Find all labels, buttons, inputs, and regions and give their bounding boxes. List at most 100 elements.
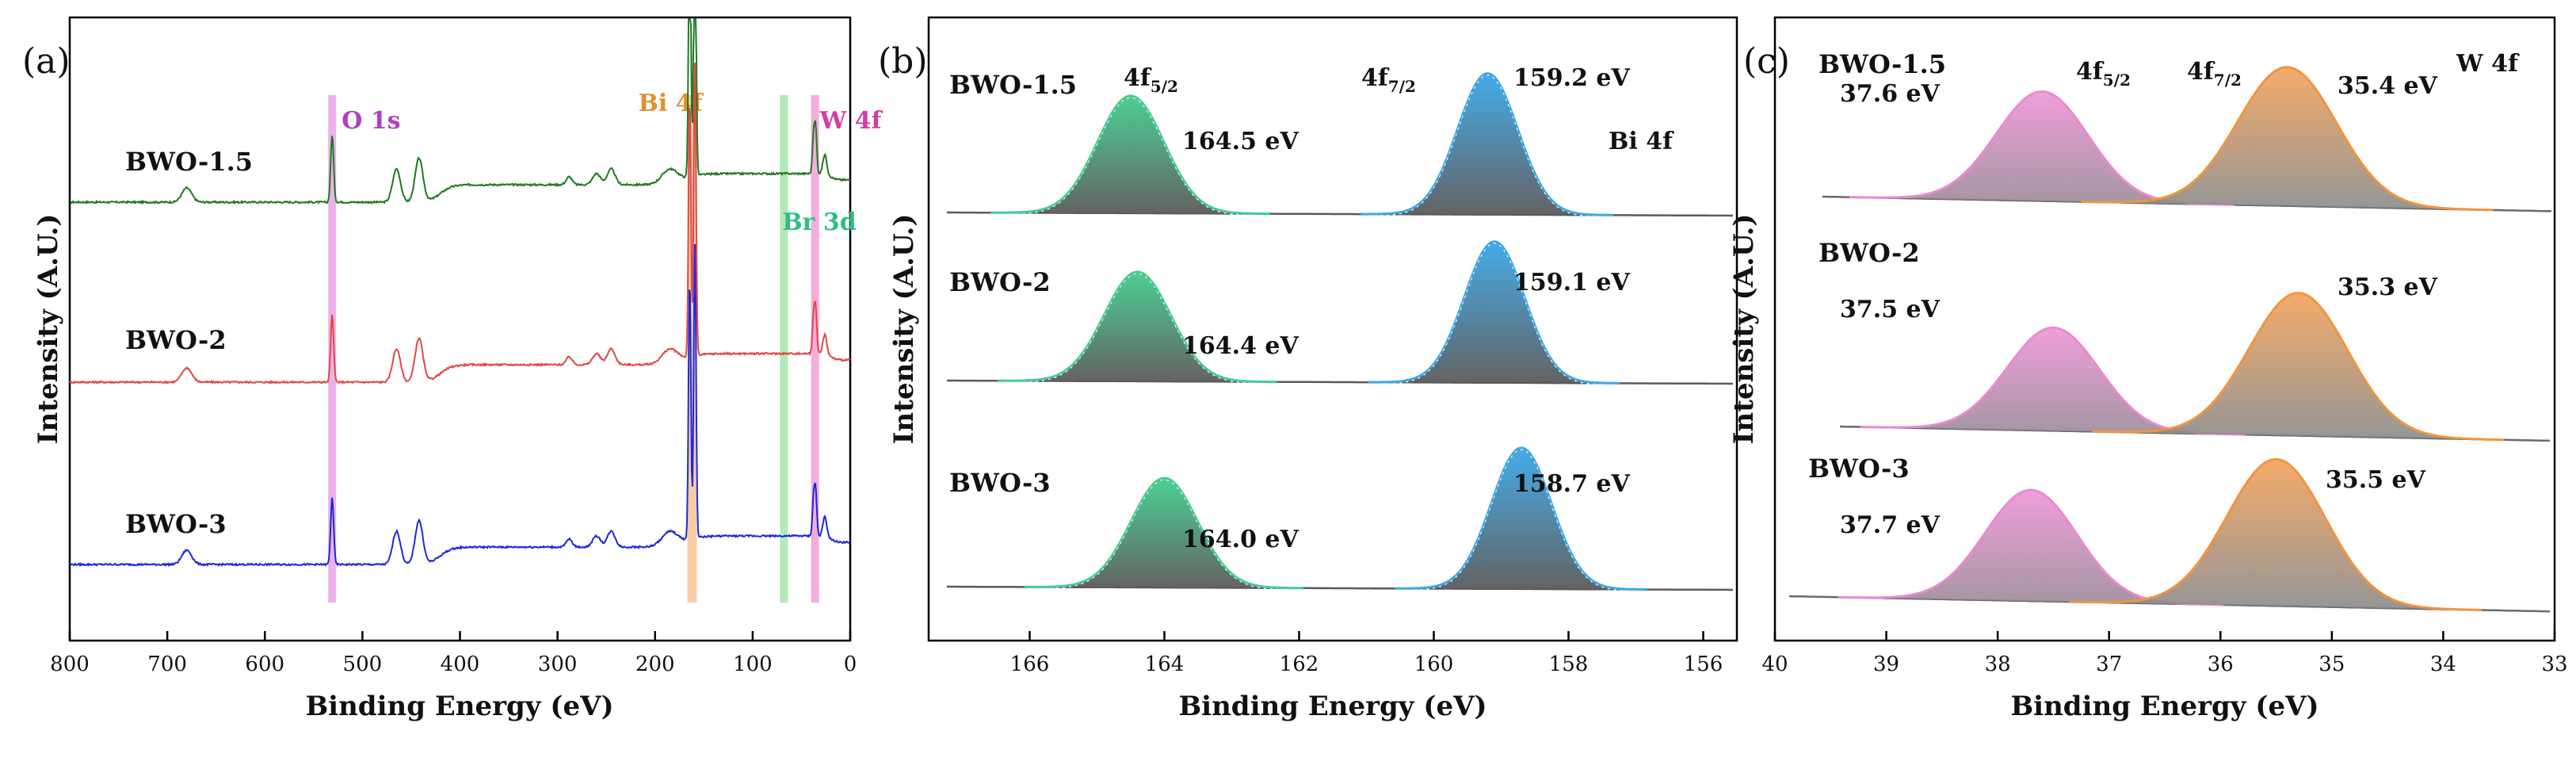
peak-curve [2081, 66, 2494, 212]
x-tick-label: 35 [2318, 652, 2345, 676]
band-label-br3d: Br 3d [782, 209, 856, 236]
panel-a-ylabel: Intensity (A.U.) [32, 214, 64, 445]
peak-curve [998, 270, 1277, 384]
panel-a-band-labels: O 1s Bi 4f Br 3d W 4f [342, 90, 883, 236]
raw-data-curve [998, 273, 1277, 385]
x-tick-label: 34 [2430, 652, 2456, 676]
panel-c-x-ticks: 40 39 38 37 36 35 34 33 [1761, 631, 2568, 676]
panel-a-survey-spectrum: (a) O 1s Bi 4f Br 3d W 4f BWO-1.5 BWO-2 … [22, 16, 883, 722]
panel-b-xlabel: Binding Energy (eV) [1178, 691, 1486, 722]
spectrum-bwo-3 [69, 243, 851, 568]
peak-annotation: 158.7 eV [1513, 470, 1630, 498]
peak-curve [2070, 457, 2483, 611]
band-br-3d [780, 95, 788, 603]
panel-b-peaks [947, 72, 1733, 592]
x-tick-label: 200 [635, 652, 675, 676]
panel-c-frame [1773, 16, 2556, 642]
panel-b-ylabel: Intensity (A.U.) [888, 214, 920, 445]
panel-b-orbital-labels: 4f5/2 4f7/2 Bi 4f [1124, 64, 1674, 155]
spectrum-bwo-1-5 [70, 18, 851, 205]
panel-b-bi4f-spectrum: (b) BWO-1.5 BWO-2 BWO-3 4f5/2 4f7/2 Bi 4… [878, 16, 1738, 722]
panel-b-peak-annotations: 164.5 eV 159.2 eV 164.4 eV 159.1 eV 164.… [1182, 64, 1630, 553]
peak-curve [990, 94, 1270, 216]
peak-fill [1849, 91, 2234, 205]
peak-fill [1860, 327, 2246, 435]
band-w-4f [811, 95, 819, 603]
x-tick-label: 100 [733, 652, 773, 676]
x-tick-label: 39 [1873, 652, 1899, 676]
series-label-bwo-2: BWO-2 [125, 325, 227, 355]
x-tick-label: 33 [2541, 652, 2567, 676]
x-tick-label: 166 [1010, 652, 1050, 676]
series-label-bwo-1-5: BWO-1.5 [1818, 49, 1946, 79]
peak-annotation: 164.0 eV [1182, 526, 1299, 553]
peak-annotation: 164.4 eV [1182, 332, 1299, 360]
peak-annotation: 35.4 eV [2337, 72, 2438, 100]
x-tick-label: 800 [50, 652, 90, 676]
peak-fill [2092, 293, 2505, 440]
x-tick-label: 300 [538, 652, 578, 676]
element-label-w4f: W 4f [2456, 50, 2520, 78]
x-tick-label: 400 [441, 652, 480, 676]
raw-data-curve [990, 97, 1270, 216]
peak-curve [2092, 292, 2505, 442]
series-label-bwo-2: BWO-2 [949, 267, 1051, 297]
raw-data-curve [1395, 449, 1647, 592]
panel-c-label: (c) [1743, 41, 1790, 82]
peak-fill [1838, 490, 2223, 605]
raw-data-curve [1025, 479, 1304, 591]
peak-fill [2070, 459, 2483, 610]
peak-fill [2081, 67, 2494, 210]
x-tick-label: 0 [844, 652, 857, 676]
peak-annotation: 159.2 eV [1513, 64, 1630, 92]
panel-b-x-ticks: 166 164 162 160 158 156 [1010, 631, 1723, 676]
panel-a-bands [328, 95, 819, 603]
series-label-bwo-3: BWO-3 [1808, 453, 1910, 484]
panel-a-label: (a) [22, 41, 71, 82]
peak-annotation: 35.3 eV [2337, 274, 2438, 301]
peak-curve [1395, 446, 1647, 591]
series-label-bwo-2: BWO-2 [1818, 238, 1920, 268]
series-label-bwo-1-5: BWO-1.5 [949, 70, 1077, 100]
peak-annotation: 37.7 eV [1840, 511, 1941, 539]
orbital-label-4f72: 4f7/2 [2187, 58, 2242, 90]
element-label-bi4f: Bi 4f [1609, 128, 1674, 155]
x-tick-label: 700 [147, 652, 187, 676]
peak-curve [1368, 240, 1620, 385]
peak-fill [1368, 241, 1620, 384]
band-label-o1s: O 1s [342, 107, 400, 135]
peak-fill [1361, 73, 1613, 216]
x-tick-label: 158 [1549, 652, 1589, 676]
orbital-label-4f52: 4f5/2 [1124, 64, 1178, 96]
peak-curve [1025, 476, 1304, 590]
panel-b-frame [927, 16, 1738, 642]
band-o-1s [328, 95, 337, 603]
series-label-bwo-3: BWO-3 [125, 509, 227, 539]
x-tick-label: 36 [2208, 652, 2234, 676]
panel-a-xlabel: Binding Energy (eV) [305, 691, 613, 722]
orbital-label-4f52: 4f5/2 [2076, 58, 2131, 90]
peak-curve [1361, 72, 1613, 216]
band-label-w4f: W 4f [819, 107, 883, 135]
series-label-bwo-1-5: BWO-1.5 [125, 147, 253, 177]
panel-c-xlabel: Binding Energy (eV) [2010, 691, 2318, 722]
peak-fill [998, 272, 1277, 382]
panel-c-orbital-labels: 4f5/2 4f7/2 W 4f [2076, 50, 2520, 90]
peak-fill [1025, 478, 1304, 588]
panel-a-x-ticks: 800 700 600 500 400 300 200 100 0 [50, 631, 857, 676]
x-tick-label: 160 [1414, 652, 1454, 676]
panel-c-peaks [1788, 66, 2552, 613]
peak-fill [1395, 447, 1647, 590]
panel-c-ylabel: Intensity (A.U.) [1728, 214, 1760, 445]
panel-b-label: (b) [878, 41, 928, 82]
peak-annotation: 37.6 eV [1840, 80, 1941, 108]
series-label-bwo-3: BWO-3 [949, 468, 1051, 498]
x-tick-label: 500 [343, 652, 383, 676]
raw-data-curve [1361, 74, 1613, 218]
x-tick-label: 37 [2096, 652, 2122, 676]
band-bi-4f [687, 95, 697, 603]
orbital-label-4f72: 4f7/2 [1361, 64, 1416, 96]
x-tick-label: 38 [1985, 652, 2011, 676]
panel-b-series-labels: BWO-1.5 BWO-2 BWO-3 [949, 70, 1077, 498]
